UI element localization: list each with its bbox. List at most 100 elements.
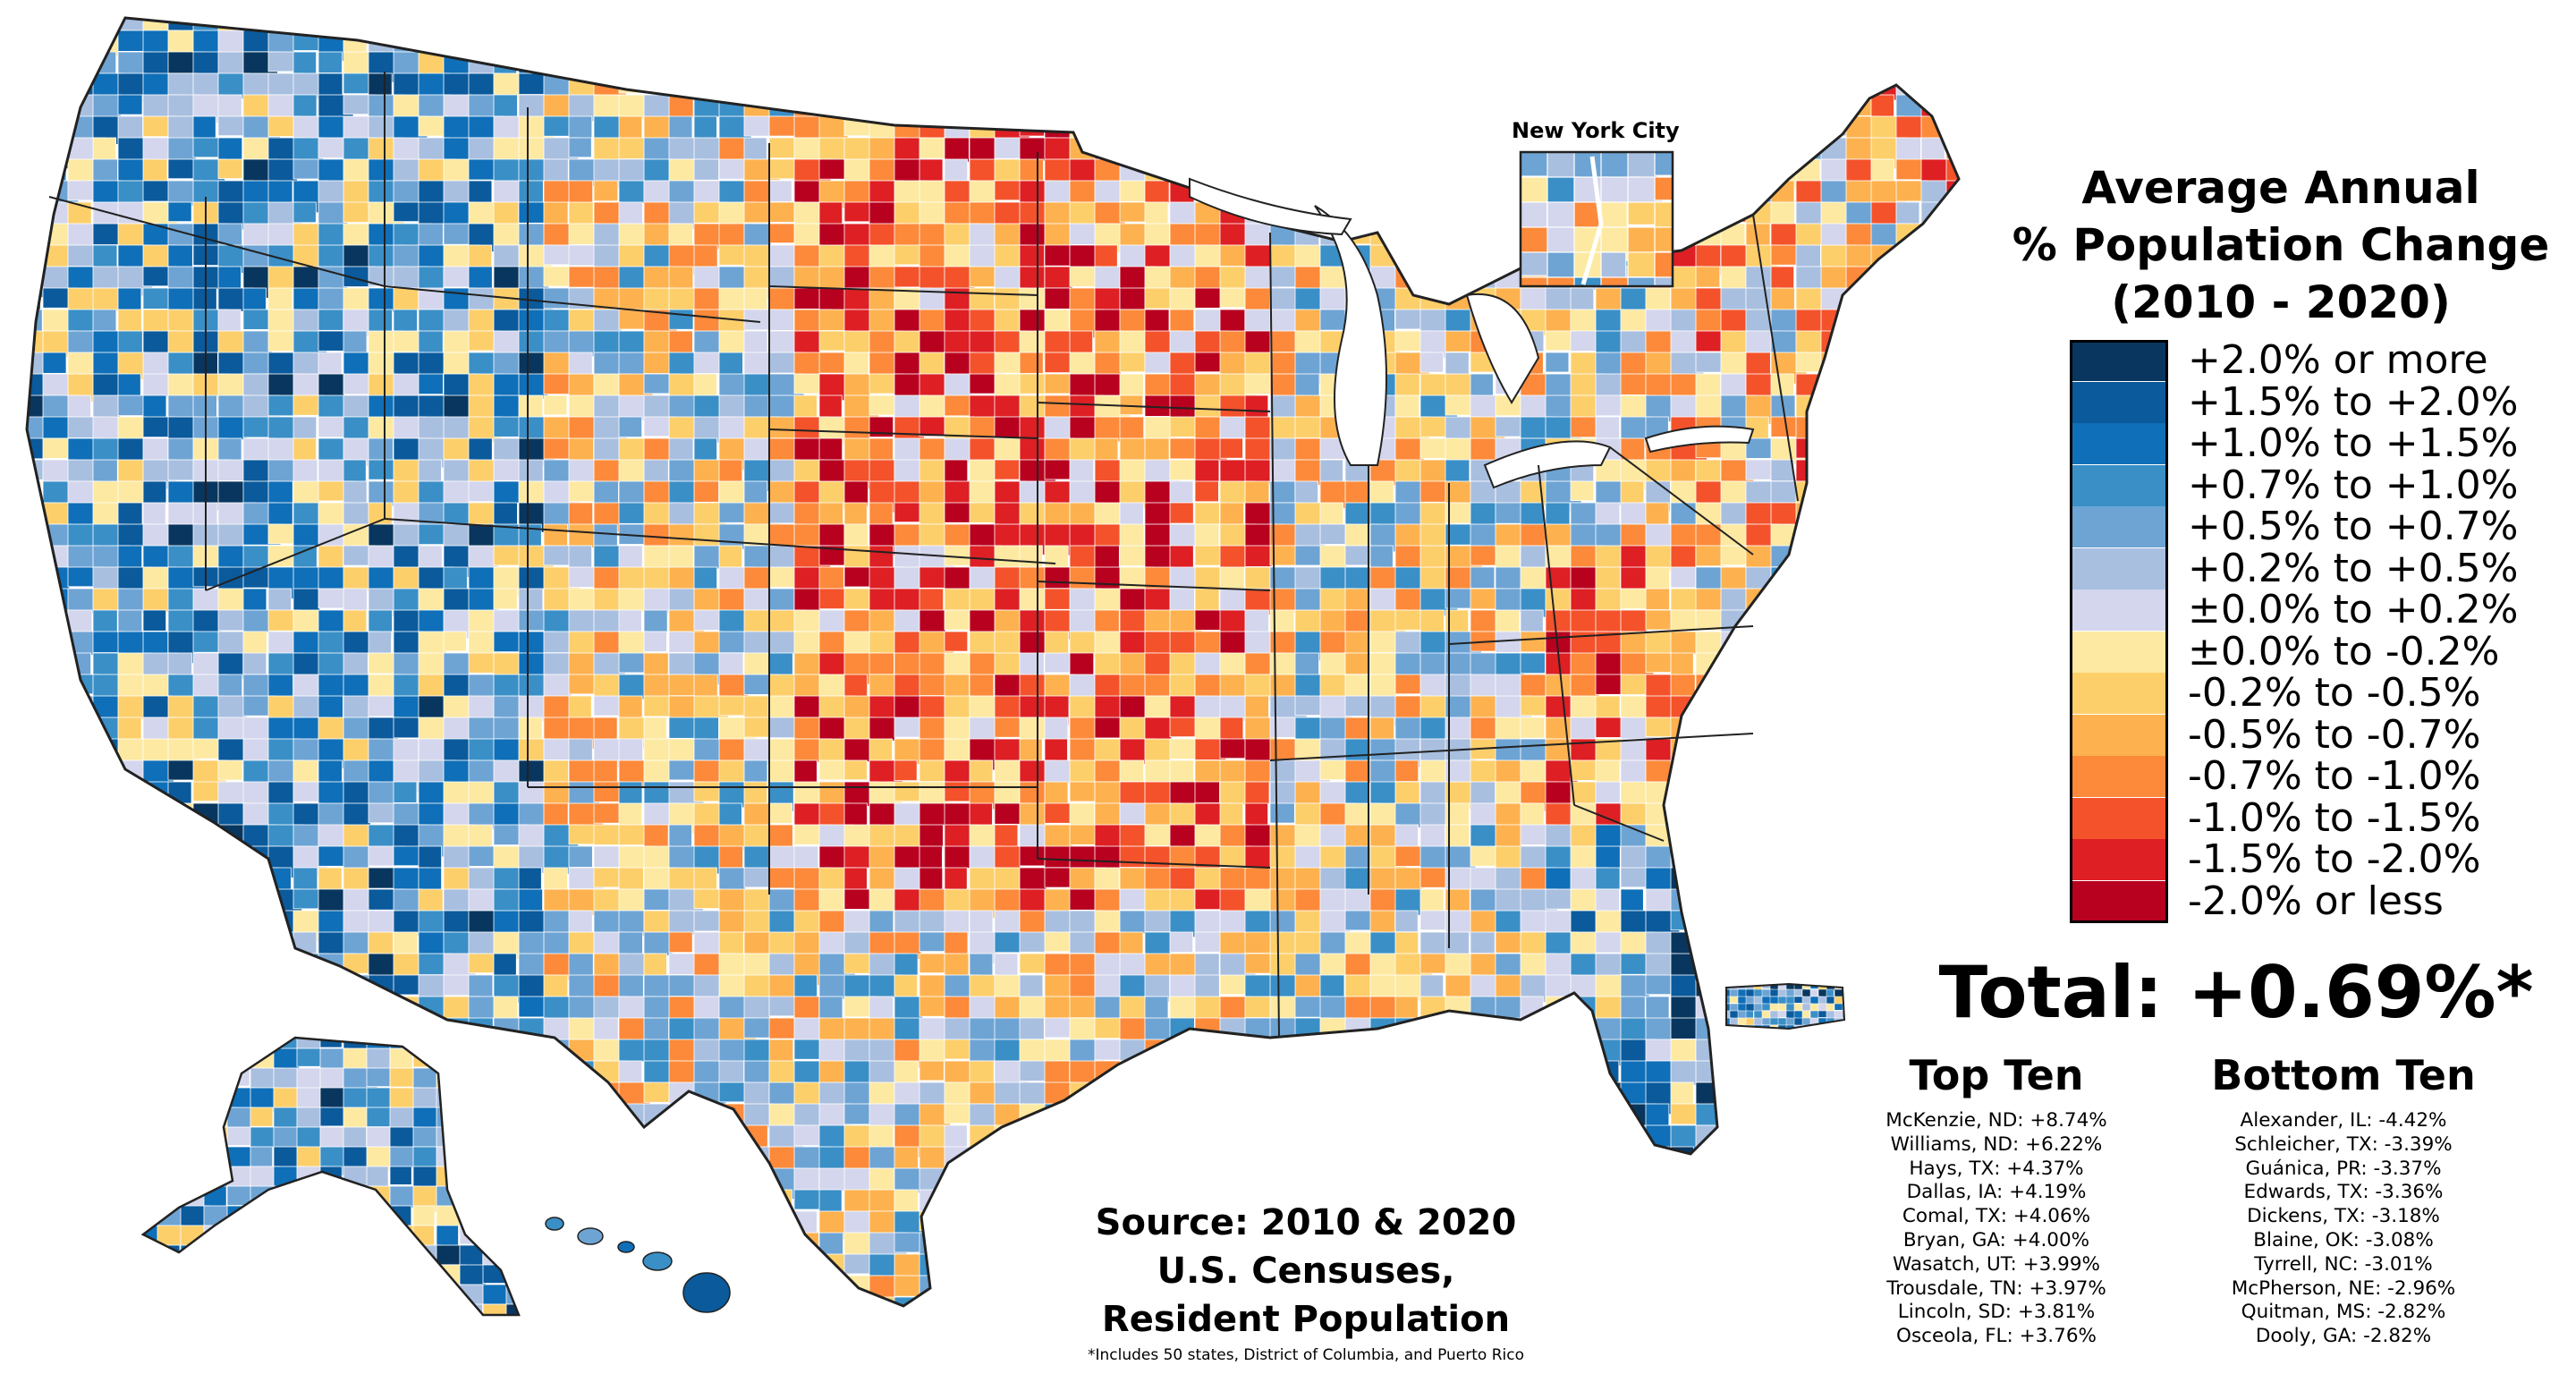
county [1495, 18, 1522, 37]
county [818, 609, 847, 632]
county [618, 1296, 650, 1306]
county [1495, 51, 1531, 73]
county [518, 1039, 549, 1062]
county [593, 1253, 627, 1285]
county [718, 652, 744, 676]
county [1945, 373, 1959, 405]
county [1945, 94, 1959, 124]
county [493, 1081, 530, 1107]
county [1069, 974, 1097, 998]
county [1094, 1103, 1120, 1130]
county [1069, 18, 1103, 38]
county [1294, 373, 1320, 400]
county [42, 1081, 70, 1112]
county [1169, 1146, 1193, 1172]
county [242, 1210, 272, 1236]
county [412, 1067, 446, 1090]
county [1720, 1210, 1757, 1233]
county [1820, 72, 1855, 106]
county [42, 1232, 75, 1260]
county [593, 180, 619, 202]
county [1820, 674, 1847, 699]
county [969, 1210, 1008, 1237]
county [944, 1017, 973, 1043]
county [668, 1167, 701, 1195]
county [1219, 30, 1243, 52]
county [1470, 931, 1496, 954]
county [1394, 72, 1430, 102]
county [1219, 738, 1246, 759]
county [167, 888, 199, 920]
county [1394, 1081, 1422, 1107]
county [643, 1103, 681, 1136]
county [1670, 180, 1697, 202]
county [1895, 824, 1921, 851]
county [1019, 1296, 1053, 1306]
county [418, 1296, 445, 1306]
county [1595, 695, 1621, 721]
county [543, 867, 568, 892]
county [1419, 115, 1446, 139]
county [1319, 115, 1352, 141]
county [969, 1167, 1000, 1199]
county [1219, 158, 1243, 183]
county [1219, 266, 1248, 289]
county [418, 394, 448, 420]
county [843, 30, 875, 51]
county [192, 1296, 223, 1306]
county [843, 72, 872, 95]
county [718, 30, 755, 58]
county [668, 352, 698, 376]
county [1770, 18, 1808, 32]
county [693, 1210, 724, 1241]
county [1870, 502, 1902, 526]
county [518, 1167, 547, 1192]
county [1795, 51, 1823, 81]
county [1269, 180, 1305, 201]
county [1194, 30, 1229, 59]
county [1870, 609, 1906, 642]
county [1369, 137, 1402, 158]
county [27, 72, 48, 94]
county [142, 867, 175, 899]
county [1945, 631, 1959, 663]
county [1294, 30, 1330, 51]
county [1169, 1039, 1204, 1065]
county [1069, 781, 1096, 802]
county [292, 352, 322, 377]
county [42, 802, 69, 835]
county [969, 802, 993, 827]
county [192, 72, 219, 97]
county [180, 1166, 208, 1187]
county [1119, 759, 1144, 783]
county [919, 652, 949, 677]
county [1094, 1017, 1124, 1039]
county [192, 953, 222, 976]
county [1445, 51, 1474, 75]
county [443, 888, 473, 912]
county [1745, 1103, 1769, 1132]
county [1645, 824, 1680, 850]
county [27, 609, 50, 631]
county [192, 867, 230, 894]
county [1745, 631, 1770, 657]
county [67, 1296, 99, 1306]
county [1520, 802, 1545, 826]
county [1770, 695, 1806, 725]
county [1495, 931, 1525, 954]
county [1720, 1189, 1747, 1222]
county [944, 373, 972, 397]
county [1595, 51, 1621, 84]
county [1645, 1232, 1684, 1255]
county [1219, 437, 1243, 459]
county [743, 996, 770, 1020]
county [1720, 51, 1756, 76]
county [1720, 910, 1753, 937]
county [1795, 867, 1833, 892]
county [27, 631, 44, 656]
county [393, 373, 421, 396]
county [493, 717, 523, 742]
county [267, 1232, 306, 1259]
county [117, 1124, 157, 1156]
county [1795, 845, 1830, 870]
